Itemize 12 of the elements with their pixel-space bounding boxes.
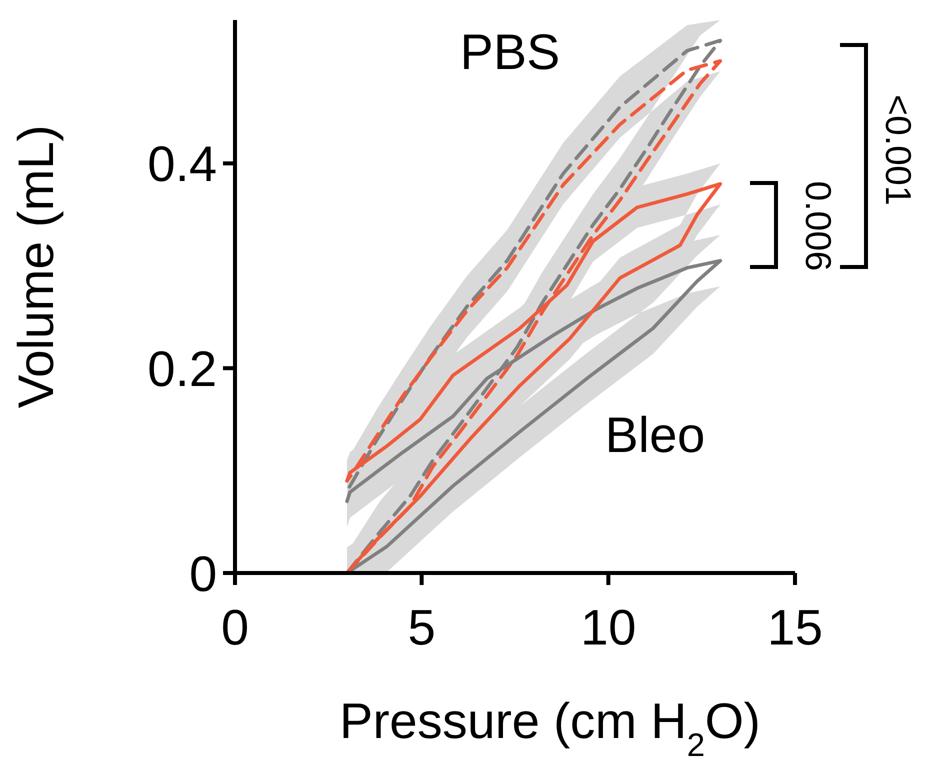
text: 0.006 (798, 180, 839, 272)
y-tick-label: 0.4 (147, 136, 217, 192)
x-tick-label: 10 (580, 600, 636, 656)
y-tick-label: 0.2 (147, 340, 217, 397)
annotation: Bleo (604, 407, 706, 463)
x-tick-label: 15 (767, 600, 823, 656)
x-tick-label: 5 (408, 600, 436, 656)
y-tick-label: 0 (189, 546, 217, 602)
x-axis-title: Pressure (cm H$_{2}$O) (340, 693, 760, 763)
annotation: PBS (460, 24, 560, 80)
text: <0.001 (878, 94, 919, 206)
y-axis-title: Volume (mL) (8, 124, 64, 408)
